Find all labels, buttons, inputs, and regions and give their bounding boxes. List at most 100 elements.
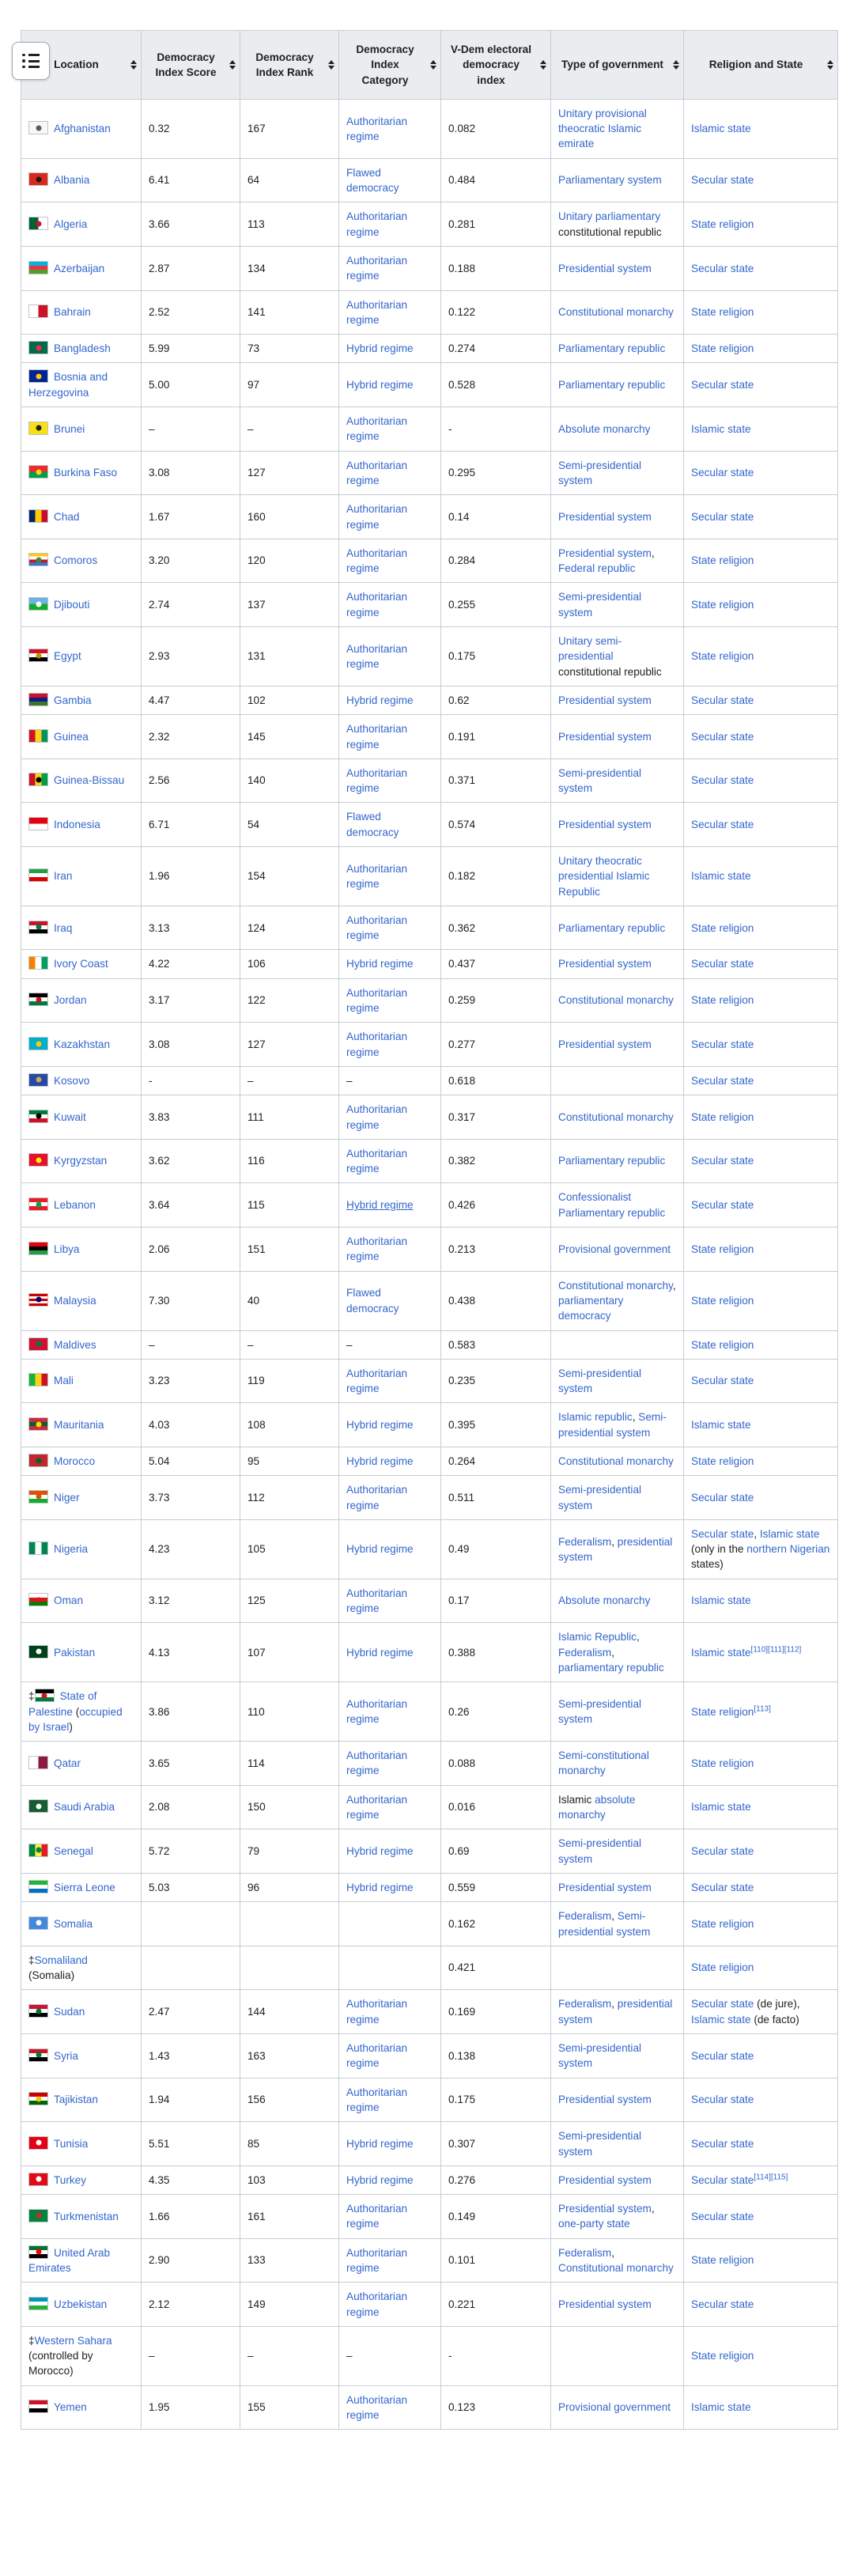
category-link[interactable]: Hybrid regime [346, 958, 414, 970]
government-link[interactable]: Federalism [558, 1998, 612, 2010]
country-link[interactable]: Kosovo [54, 1074, 90, 1087]
country-link[interactable]: Jordan [54, 994, 87, 1007]
country-link[interactable]: Gambia [54, 694, 92, 706]
category-link[interactable]: Hybrid regime [346, 1199, 414, 1212]
category-link[interactable]: Hybrid regime [346, 342, 414, 355]
religion-link[interactable]: Secular state [691, 2298, 754, 2310]
religion-link[interactable]: State religion [691, 342, 754, 355]
category-link[interactable]: Hybrid regime [346, 1419, 414, 1432]
category-link[interactable]: Authoritarian regime [346, 2393, 408, 2422]
category-link[interactable]: Authoritarian regime [346, 986, 408, 1015]
category-link[interactable]: Authoritarian regime [346, 1367, 408, 1395]
category-link[interactable]: Authoritarian regime [346, 642, 408, 670]
religion-link[interactable]: Islamic state [691, 422, 751, 435]
religion-link[interactable]: Secular state [691, 1038, 754, 1050]
government-link[interactable]: Federalism [558, 1910, 612, 1923]
religion-link[interactable]: Secular state [691, 774, 754, 787]
religion-link[interactable]: Secular state [691, 730, 754, 743]
category-link[interactable]: Hybrid regime [346, 1881, 414, 1893]
religion-link[interactable]: State religion [691, 1243, 754, 1255]
government-link[interactable]: Parliamentary republic [558, 342, 666, 355]
religion-link[interactable]: Secular state [691, 1881, 754, 1893]
government-link[interactable]: Presidential system [558, 2173, 652, 2186]
religion-link[interactable]: State religion [691, 1294, 754, 1307]
government-link[interactable]: Semi-presidential system [558, 2130, 642, 2158]
category-link[interactable]: Authoritarian regime [346, 547, 408, 575]
government-link[interactable]: Semi-presidential system [558, 1837, 642, 1865]
category-link[interactable]: Authoritarian regime [346, 1749, 408, 1777]
government-link[interactable]: Unitary parliamentary [558, 210, 661, 223]
country-link[interactable]: Kyrgyzstan [54, 1155, 108, 1167]
category-link[interactable]: Authoritarian regime [346, 862, 408, 890]
country-link[interactable]: Turkmenistan [54, 2210, 119, 2222]
religion-link[interactable]: State religion [691, 2254, 754, 2267]
government-link[interactable]: Parliamentary republic [558, 1206, 666, 1219]
religion-link[interactable]: Secular state [691, 1074, 754, 1087]
category-link[interactable]: Hybrid regime [346, 1844, 414, 1857]
religion-link[interactable]: State religion [691, 921, 754, 934]
category-link[interactable]: Flawed democracy [346, 811, 399, 838]
government-link[interactable]: Presidential system [558, 819, 652, 831]
government-link[interactable]: Presidential system [558, 2094, 652, 2106]
religion-link[interactable]: State religion [691, 1338, 754, 1351]
religion-link[interactable]: State religion [691, 218, 754, 231]
country-link[interactable]: Egypt [54, 650, 81, 663]
government-link[interactable]: Unitary provisional theocratic Islamic e… [558, 107, 647, 150]
country-link[interactable]: Bahrain [54, 306, 91, 319]
category-link[interactable]: Hybrid regime [346, 2137, 414, 2150]
religion-link[interactable]: Secular state [691, 1998, 754, 2010]
country-link[interactable]: Sierra Leone [54, 1881, 115, 1893]
government-link[interactable]: Confessionalist [558, 1191, 632, 1204]
government-link[interactable]: Constitutional monarchy [558, 1455, 674, 1467]
government-link[interactable]: one-party state [558, 2218, 630, 2230]
religion-link[interactable]: Islamic state [691, 870, 751, 883]
government-link[interactable]: Federalism [558, 1646, 612, 1659]
country-link[interactable]: Kazakhstan [54, 1038, 111, 1050]
footnote-ref[interactable]: [110][111][112] [750, 1645, 802, 1655]
country-link[interactable]: Morocco [54, 1455, 96, 1467]
religion-link[interactable]: State religion [691, 2350, 754, 2362]
country-link[interactable]: Kuwait [54, 1110, 86, 1123]
religion-link[interactable]: State religion [691, 1961, 754, 1974]
category-link[interactable]: Authoritarian regime [346, 1793, 408, 1821]
column-header-religion[interactable]: Religion and State [683, 30, 838, 100]
country-link[interactable]: Sudan [54, 2006, 85, 2018]
government-link[interactable]: Unitary semi-presidential [558, 635, 622, 663]
religion-link[interactable]: Secular state [691, 174, 754, 187]
category-link[interactable]: Authoritarian regime [346, 1103, 408, 1131]
government-link[interactable]: Absolute monarchy [558, 422, 651, 435]
government-link[interactable]: Parliamentary republic [558, 1155, 666, 1167]
religion-link[interactable]: State religion [691, 1705, 754, 1718]
country-link[interactable]: Turkey [54, 2173, 87, 2186]
country-link[interactable]: Indonesia [54, 819, 100, 831]
religion-link[interactable]: Islamic state [691, 123, 751, 135]
footnote-ref[interactable]: [113] [754, 1704, 771, 1714]
country-link[interactable]: Mali [54, 1375, 74, 1387]
country-link[interactable]: Tunisia [54, 2137, 89, 2150]
government-link[interactable]: Semi-presidential system [558, 1697, 642, 1726]
religion-link[interactable]: State religion [691, 306, 754, 319]
religion-link[interactable]: Secular state [691, 2210, 754, 2222]
category-link[interactable]: Authoritarian regime [346, 766, 408, 795]
country-link[interactable]: Iraq [54, 921, 73, 934]
category-link[interactable]: Flawed democracy [346, 1287, 399, 1314]
religion-link[interactable]: Islamic state [691, 1594, 751, 1607]
country-link[interactable]: Bosnia and Herzegovina [28, 371, 108, 399]
religion-link[interactable]: Islamic state [691, 2013, 751, 2026]
category-link[interactable]: Authoritarian regime [346, 459, 408, 486]
country-link[interactable]: Algeria [54, 218, 88, 231]
government-link[interactable]: Semi-presidential system [558, 1910, 651, 1938]
religion-link[interactable]: Secular state [691, 1375, 754, 1387]
religion-link[interactable]: Secular state [691, 510, 754, 523]
country-link[interactable]: Mauritania [54, 1419, 104, 1432]
country-link[interactable]: Chad [54, 510, 80, 523]
category-link[interactable]: Authoritarian regime [346, 298, 408, 326]
country-link[interactable]: Albania [54, 174, 90, 187]
government-link[interactable]: Presidential system [558, 547, 652, 559]
category-link[interactable]: Authoritarian regime [346, 415, 408, 443]
country-link[interactable]: Somaliland [34, 1954, 88, 1966]
government-link[interactable]: Semi-presidential system [558, 1367, 642, 1395]
country-link[interactable]: Senegal [54, 1844, 93, 1857]
religion-link[interactable]: Secular state [691, 819, 754, 831]
country-link[interactable]: occupied by Israel [28, 1705, 123, 1733]
